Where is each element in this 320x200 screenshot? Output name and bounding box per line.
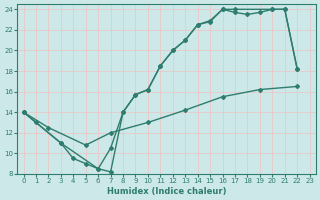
X-axis label: Humidex (Indice chaleur): Humidex (Indice chaleur) bbox=[107, 187, 226, 196]
